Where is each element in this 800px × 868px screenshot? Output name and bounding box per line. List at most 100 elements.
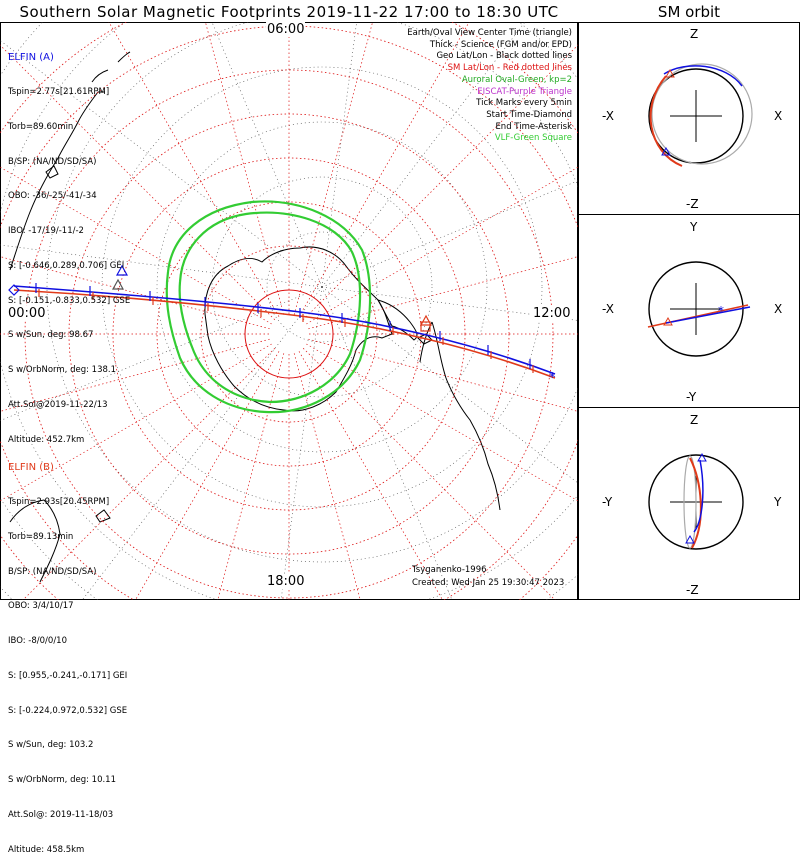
sm-meridian xyxy=(205,22,285,315)
sm-meridian xyxy=(306,343,578,502)
elfin-a-line: S w/OrbNorm, deg: 138.1 xyxy=(8,365,117,376)
elfin-a-info: ELFIN (A) Tspin=2.77s[21.61RPM] Torb=89.… xyxy=(8,29,130,458)
sm-meridian xyxy=(217,353,285,600)
island-outline xyxy=(95,509,111,523)
geo-latitude-circle xyxy=(101,66,543,508)
sm-meridian xyxy=(108,22,280,317)
legend-item: Earth/Oval View Center Time (triangle) xyxy=(407,28,572,38)
legend-item: Auroral Oval-Green, kp=2 xyxy=(461,74,572,85)
elfin-a-line: S w/Sun, deg: 98.67 xyxy=(8,330,94,341)
australia-outline xyxy=(9,91,105,271)
elfin-a-orbit xyxy=(693,459,704,533)
legend-item: End Time-Asterisk xyxy=(495,121,572,132)
sm-meridian xyxy=(0,256,270,330)
elfin-b-square-marker xyxy=(420,321,431,332)
elfin-a-line: S: [-0.151,-0.833,0.532] GSE xyxy=(8,295,131,306)
elfin-a-header: ELFIN (A) xyxy=(8,52,54,64)
sm-meridian xyxy=(22,347,276,600)
elfin-a-line: Altitude: 452.7km xyxy=(8,434,85,445)
elfin-b-line: Tspin=2.93s[20.45RPM] xyxy=(8,496,110,507)
legend-item: Tick Marks every 5min xyxy=(476,98,572,109)
orbit-ellipse xyxy=(683,455,697,549)
axis-label-left: -X xyxy=(602,109,614,123)
elfin-a-orbit xyxy=(663,65,743,87)
elfin-b-line: Att.Sol@: 2019-11-18/03 xyxy=(8,810,114,820)
page-title: Southern Solar Magnetic Footprints 2019-… xyxy=(19,3,559,21)
legend-item: VLF-Green Square xyxy=(494,133,572,144)
new-zealand-outline xyxy=(91,51,131,83)
elfin-b-line: B/SP: (NA/ND/SD/SA) xyxy=(8,566,97,577)
sm-meridian xyxy=(0,44,276,321)
elfin-a-line: Torb=89.60min xyxy=(8,121,74,132)
elfin-b-orbit xyxy=(689,457,702,549)
geo-latitude-circle xyxy=(211,176,433,398)
sm-meridian xyxy=(308,338,578,412)
auroral-oval xyxy=(165,200,372,414)
sm-meridian xyxy=(135,351,280,600)
orbit-triangle xyxy=(685,534,695,544)
orbit-triangle xyxy=(665,68,675,78)
africa-outline xyxy=(9,499,61,583)
lt-label-left: 00:00 xyxy=(7,306,47,321)
elfin-b-orbit xyxy=(649,75,683,167)
orbit-asterisk: * xyxy=(718,304,724,318)
elfin-a-orbit xyxy=(665,306,751,324)
orbit-ellipse xyxy=(651,63,753,165)
antarctica-outline xyxy=(204,246,393,412)
elfin-b-line: S: [0.955,-0.241,-0.171] GEI xyxy=(8,670,128,681)
sm-meridian xyxy=(298,22,470,317)
model-label: Tsyganenko-1996 xyxy=(412,565,487,575)
elfin-a-line: B/SP: (NA/ND/SD/SA) xyxy=(8,156,97,167)
axis-label-bottom: -Z xyxy=(686,197,699,211)
orbit-triangle xyxy=(661,146,671,156)
end-asterisk: * xyxy=(549,371,556,386)
axis-label-bottom: -Z xyxy=(686,583,699,597)
elfin-b-view-center-triangle xyxy=(111,278,125,290)
legend-item: Start Time-Diamond xyxy=(486,109,572,120)
sm-orbit-panels: Z -Z -X X Y -Y -X X * Z -Z -Y Y xyxy=(578,22,800,600)
elfin-b-line: IBO: -8/0/0/10 xyxy=(8,636,67,647)
elfin-b-line: S w/OrbNorm, deg: 10.11 xyxy=(8,775,117,786)
legend-item: Geo Lat/Lon - Black dotted lines xyxy=(436,51,572,62)
sm-meridian xyxy=(0,343,272,502)
legend-item: EISCAT-Purple Triangle xyxy=(477,86,572,97)
axis-label-left: -X xyxy=(602,302,614,316)
geo-latitude-circle xyxy=(266,231,378,343)
sm-grid xyxy=(0,22,578,600)
orbit-panel: Z -Z -Y Y xyxy=(602,413,782,597)
lt-label-right: 12:00 xyxy=(532,306,572,321)
sm-meridian xyxy=(308,256,578,330)
sm-meridian xyxy=(302,44,578,321)
elfin-b-line: OBO: 3/4/10/17 xyxy=(8,601,74,612)
orbit-panel: Y -Y -X X * xyxy=(602,220,782,404)
map-legend: Earth/Oval View Center Time (triangle) T… xyxy=(407,28,572,145)
earth-circle xyxy=(648,68,744,164)
elfin-a-line: S: [-0.646,0.289,0.706] GEI xyxy=(8,260,125,271)
orbit-triangle xyxy=(697,452,707,462)
axis-label-top: Y xyxy=(689,220,698,234)
footprint-map[interactable]: * xyxy=(0,22,578,600)
sm-meridian xyxy=(306,166,578,325)
tasmania-outline xyxy=(45,165,59,179)
geo-grid xyxy=(0,22,578,600)
elfin-b-line: Torb=89.13min xyxy=(8,531,74,542)
elfin-a-line: Att.Sol@2019-11-22/13 xyxy=(8,400,108,410)
elfin-b-line: Altitude: 458.5km xyxy=(8,844,85,855)
sm-meridian xyxy=(298,351,443,600)
geo-latitude-circle xyxy=(156,121,488,453)
orbit-panel: Z -Z -X X xyxy=(602,27,782,211)
axis-label-right: Y xyxy=(773,495,782,509)
legend-item: Thick - Science (FGM and/or EPD) xyxy=(429,39,572,50)
axis-label-top: Z xyxy=(690,27,698,41)
created-label: Created: Wed Jan 25 19:30:47 2023 xyxy=(412,578,565,588)
axis-label-top: Z xyxy=(690,413,698,427)
axis-label-right: X xyxy=(774,302,782,316)
axis-label-left: -Y xyxy=(602,495,613,509)
earth-circle xyxy=(648,454,744,550)
legend-item: SM Lat/Lon - Red dotted lines xyxy=(447,63,572,74)
start-diamond xyxy=(8,284,20,296)
sm-meridian xyxy=(293,353,361,600)
elfin-b-header: ELFIN (B) xyxy=(8,462,54,474)
lt-label-bottom: 18:00 xyxy=(266,574,306,589)
sm-meridian xyxy=(293,22,373,315)
